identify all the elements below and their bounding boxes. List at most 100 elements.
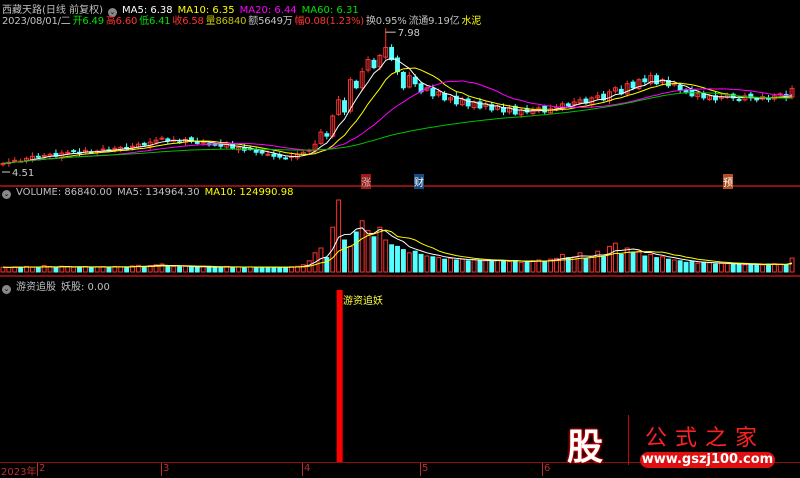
volume-bar [124, 266, 130, 273]
volume-bar [230, 266, 236, 273]
volume-bar [77, 266, 82, 273]
candle [612, 87, 618, 92]
volume-bar [512, 259, 518, 273]
candle [153, 139, 159, 143]
candle [642, 78, 648, 83]
volume-bar [459, 258, 465, 273]
candle [601, 93, 607, 101]
candle [159, 137, 165, 140]
marker-forecast[interactable]: 预 [723, 174, 733, 189]
volume-bar [471, 259, 477, 273]
volume-bar [718, 262, 724, 273]
candle [577, 99, 583, 104]
collapse-icon[interactable]: ⌄ [107, 8, 117, 17]
pane-divider[interactable] [0, 275, 800, 277]
volume-ma10-line [2, 229, 793, 268]
axis-label-jun: 6 [542, 463, 551, 476]
volume-bar [47, 266, 53, 273]
volume-bar [601, 256, 607, 273]
volume-bar [642, 255, 648, 273]
volume-bar [318, 247, 324, 273]
volume-bar [371, 236, 377, 273]
watermark-url: www.gszj100.com [640, 452, 775, 468]
volume-bar [330, 226, 336, 273]
marker-limit-up[interactable]: 涨 [361, 174, 371, 189]
volume-bar [100, 266, 106, 273]
low: 低6.41 [139, 16, 171, 27]
candle [530, 109, 536, 115]
volume-bar [607, 245, 612, 273]
volume-bar [636, 250, 642, 273]
watermark-name: 公式之家 [645, 426, 766, 451]
volume-bar [259, 266, 265, 273]
volume-bar [218, 266, 224, 273]
volume-bar [18, 266, 24, 273]
volume-bar [660, 256, 665, 273]
candle [736, 98, 742, 101]
volume-bar [742, 264, 748, 273]
volume-bar [565, 257, 571, 273]
volume-bar [177, 266, 183, 273]
volume-bar [630, 252, 636, 273]
volume-bar [188, 266, 194, 273]
signal-bar [336, 290, 343, 462]
candle [436, 91, 442, 96]
candle [359, 71, 365, 89]
volume-bar [418, 253, 424, 273]
date: 2023/08/01/二 [2, 16, 71, 27]
candle [624, 83, 630, 95]
volume-bar [489, 260, 495, 273]
candle [283, 157, 289, 160]
candle [453, 95, 459, 105]
volume-bar [453, 259, 459, 273]
ma5-line [2, 57, 793, 165]
volume-bar [665, 258, 671, 273]
volume-bar [118, 266, 124, 273]
candle [789, 88, 795, 98]
volume-bar [236, 266, 241, 273]
volume-bar [206, 266, 212, 273]
volume-bar [383, 239, 389, 273]
volume-bar [241, 266, 247, 273]
candle [565, 103, 571, 107]
candle [253, 149, 259, 153]
candle [353, 80, 359, 89]
volume-bar [783, 264, 789, 273]
ma5-value: MA5: 6.38 [121, 5, 173, 16]
amount: 额5649万 [248, 16, 293, 27]
turnover: 换0.95% [365, 16, 407, 27]
volume-bar [624, 247, 630, 273]
volume-bar [200, 266, 206, 273]
marker-finance[interactable]: 财 [414, 174, 424, 189]
candle [648, 75, 654, 84]
volume-bar [159, 263, 165, 273]
volume-bar [165, 265, 171, 273]
volume-bar [595, 250, 601, 273]
high: 高6.60 [105, 16, 138, 27]
candle [742, 95, 748, 101]
candle [548, 108, 554, 114]
candle [412, 76, 418, 85]
volume-bar [135, 264, 141, 273]
volume-bar [518, 261, 524, 273]
volume-bar [271, 266, 277, 273]
volume-bar [448, 257, 453, 273]
volume-bar [24, 265, 29, 273]
collapse-icon[interactable]: ⌄ [2, 285, 11, 294]
volume-bar [412, 250, 418, 273]
volume-bar [194, 266, 200, 273]
volume-bar [171, 266, 177, 273]
candle [477, 101, 483, 109]
candle [465, 98, 471, 107]
axis-label-feb: 2 [37, 463, 46, 476]
candle [377, 55, 383, 68]
volume-bar [707, 262, 713, 273]
vol-ma10: MA10: 124990.98 [204, 187, 294, 198]
candle [347, 79, 353, 112]
volume-bar [300, 264, 306, 273]
collapse-icon[interactable]: ⌄ [2, 190, 11, 199]
pane-divider[interactable] [0, 185, 800, 187]
candle [318, 131, 324, 144]
candle [100, 148, 106, 151]
